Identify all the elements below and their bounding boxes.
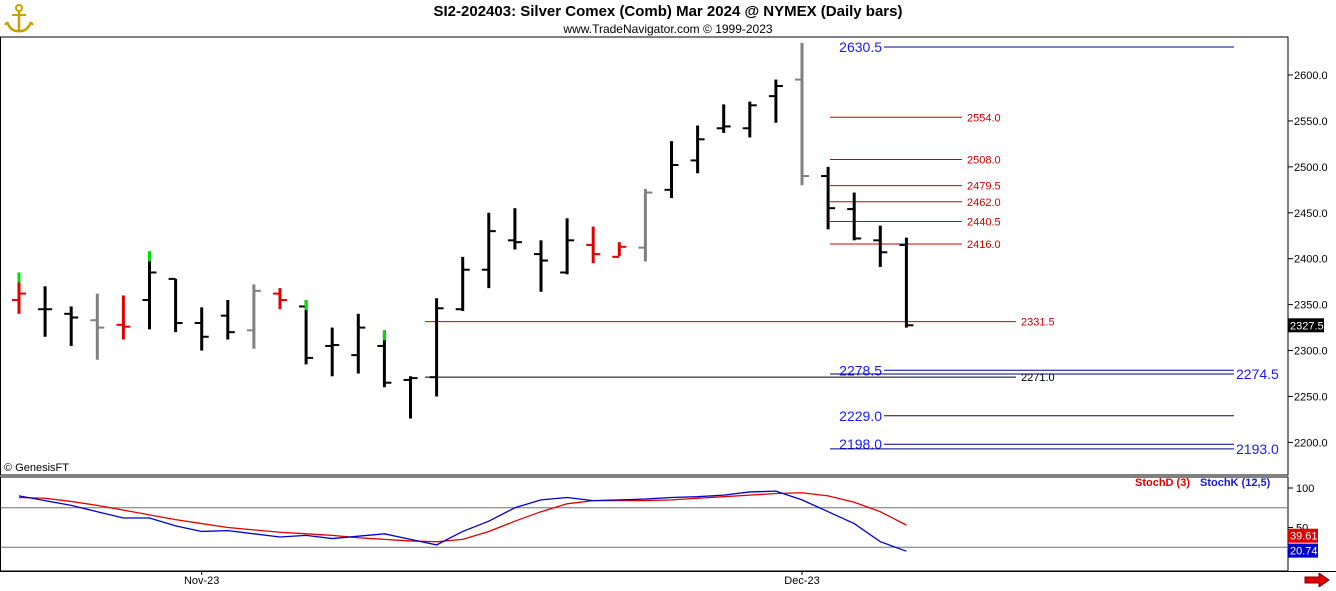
last-price-box [1288, 318, 1324, 333]
level-label-2479.5: 2479.5 [967, 181, 1001, 193]
copyright-text: © GenesisFT [4, 462, 69, 474]
stoch-last-label-39.61: 39.61 [1290, 531, 1318, 543]
price-axis-label: 2350.0 [1294, 300, 1328, 312]
price-axis-label: 2250.0 [1294, 391, 1328, 403]
stoch-last-label-20.74: 20.74 [1290, 546, 1318, 558]
price-axis-label: 2600.0 [1294, 70, 1328, 82]
legend-stochk: StochK (12,5) [1200, 477, 1271, 489]
time-axis-label-Nov-23: Nov-23 [184, 575, 219, 587]
level-label-2331.5: 2331.5 [1021, 317, 1055, 329]
level-label-2274.5: 2274.5 [1236, 366, 1279, 382]
time-axis-label-Dec-23: Dec-23 [784, 575, 819, 587]
last-price-label: 2327.5 [1290, 320, 1324, 332]
level-label-2278.5: 2278.5 [839, 362, 882, 378]
level-label-2554.0: 2554.0 [967, 112, 1001, 124]
stoch-series-d [18, 492, 907, 543]
level-label-2271.0: 2271.0 [1021, 372, 1055, 384]
level-label-2416.0: 2416.0 [967, 239, 1001, 251]
level-label-2462.0: 2462.0 [967, 197, 1001, 209]
level-label-2508.0: 2508.0 [967, 155, 1001, 167]
stoch-last-box-39.61 [1288, 528, 1318, 543]
price-axis-label: 2200.0 [1294, 437, 1328, 449]
level-label-2440.5: 2440.5 [967, 217, 1001, 229]
chart-title: SI2-202403: Silver Comex (Comb) Mar 2024… [433, 3, 903, 20]
stoch-panel-frame [0, 476, 1289, 572]
price-axis-label: 2400.0 [1294, 254, 1328, 266]
legend-stochd: StochD (3) [1135, 477, 1190, 489]
chart-subtitle: www.TradeNavigator.com © 1999-2023 [563, 22, 773, 36]
anchor-logo-icon [4, 4, 34, 33]
price-axis-label: 2550.0 [1294, 116, 1328, 128]
arrow-right-icon[interactable] [1304, 573, 1330, 587]
stoch-axis-label: 100 [1296, 483, 1314, 495]
price-panel-frame [0, 36, 1289, 476]
level-label-2229.0: 2229.0 [839, 408, 882, 424]
price-axis-label: 2450.0 [1294, 208, 1328, 220]
price-axis-label: 2500.0 [1294, 162, 1328, 174]
level-label-2193.0: 2193.0 [1236, 441, 1279, 457]
stoch-last-box-20.74 [1288, 543, 1318, 558]
level-label-2630.5: 2630.5 [839, 39, 882, 55]
stoch-series-k [18, 490, 907, 552]
level-label-2198.0: 2198.0 [839, 436, 882, 452]
price-axis-label: 2300.0 [1294, 346, 1328, 358]
